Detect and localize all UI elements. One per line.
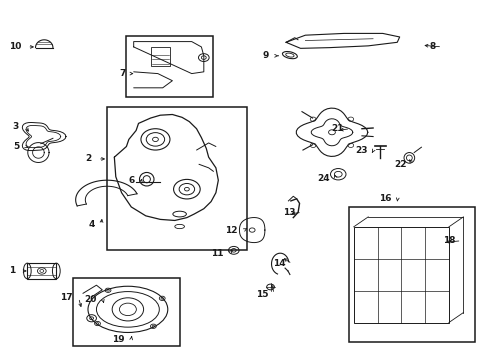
Text: 3: 3 bbox=[13, 122, 19, 131]
Bar bbox=[73, 278, 179, 346]
Bar bbox=[353, 227, 448, 322]
Text: 24: 24 bbox=[316, 174, 329, 183]
Text: 6: 6 bbox=[129, 176, 135, 185]
Bar bbox=[348, 207, 474, 342]
Text: 19: 19 bbox=[112, 335, 125, 344]
Text: 20: 20 bbox=[84, 295, 96, 304]
Text: 12: 12 bbox=[225, 226, 237, 235]
Text: 14: 14 bbox=[273, 259, 286, 268]
Bar bbox=[27, 263, 56, 279]
Text: 15: 15 bbox=[255, 290, 268, 298]
Text: 4: 4 bbox=[89, 220, 95, 229]
Text: 21: 21 bbox=[331, 124, 343, 133]
Text: 10: 10 bbox=[9, 42, 21, 51]
Bar bbox=[107, 107, 247, 250]
Text: 16: 16 bbox=[378, 193, 391, 202]
Text: 5: 5 bbox=[13, 142, 19, 151]
Text: 1: 1 bbox=[9, 266, 15, 276]
Text: 9: 9 bbox=[262, 51, 269, 60]
Text: 7: 7 bbox=[119, 69, 125, 78]
Bar bbox=[126, 36, 213, 97]
Text: 11: 11 bbox=[210, 249, 223, 258]
Text: 22: 22 bbox=[393, 160, 406, 169]
Text: 17: 17 bbox=[60, 293, 72, 302]
Text: 2: 2 bbox=[85, 155, 91, 164]
Text: 13: 13 bbox=[283, 208, 295, 217]
Text: 23: 23 bbox=[354, 146, 366, 155]
Text: 18: 18 bbox=[442, 236, 454, 245]
Text: 8: 8 bbox=[429, 42, 435, 51]
Bar bbox=[151, 47, 169, 66]
